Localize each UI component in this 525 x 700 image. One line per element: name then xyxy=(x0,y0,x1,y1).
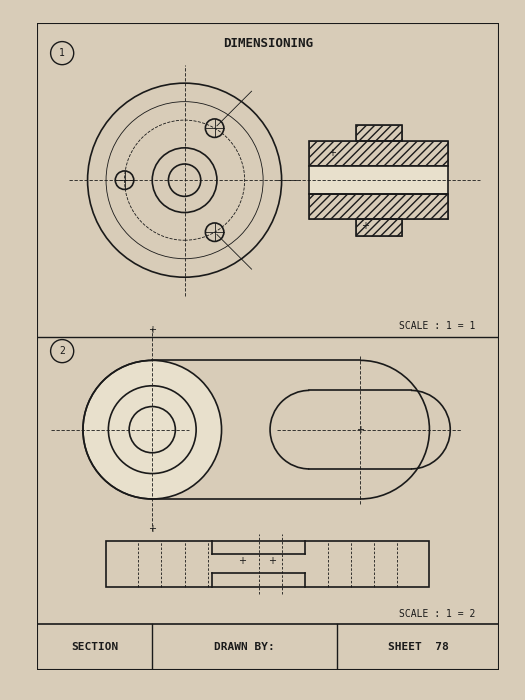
Text: SHEET  78: SHEET 78 xyxy=(387,642,448,652)
Text: +: + xyxy=(361,221,369,232)
Bar xyxy=(355,220,402,236)
Text: +: + xyxy=(268,556,276,566)
Text: SCALE : 1 = 1: SCALE : 1 = 1 xyxy=(400,321,476,330)
Text: +: + xyxy=(329,148,337,158)
Bar xyxy=(355,125,402,141)
Text: +: + xyxy=(148,326,156,335)
Text: DRAWN BY:: DRAWN BY: xyxy=(214,642,275,652)
Bar xyxy=(106,540,429,587)
Bar xyxy=(355,125,402,141)
Text: 1: 1 xyxy=(59,48,65,58)
Text: +: + xyxy=(356,425,364,435)
Bar xyxy=(309,167,448,194)
Bar xyxy=(309,194,448,220)
Text: 2: 2 xyxy=(59,346,65,356)
Text: SECTION: SECTION xyxy=(71,642,118,652)
Text: +: + xyxy=(148,524,156,534)
Bar xyxy=(355,220,402,236)
Bar xyxy=(309,141,448,167)
Bar xyxy=(309,194,448,220)
Circle shape xyxy=(83,360,222,499)
Text: SCALE : 1 = 2: SCALE : 1 = 2 xyxy=(400,610,476,620)
Text: DIMENSIONING: DIMENSIONING xyxy=(223,37,313,50)
Text: +: + xyxy=(238,556,246,566)
Bar xyxy=(309,141,448,167)
